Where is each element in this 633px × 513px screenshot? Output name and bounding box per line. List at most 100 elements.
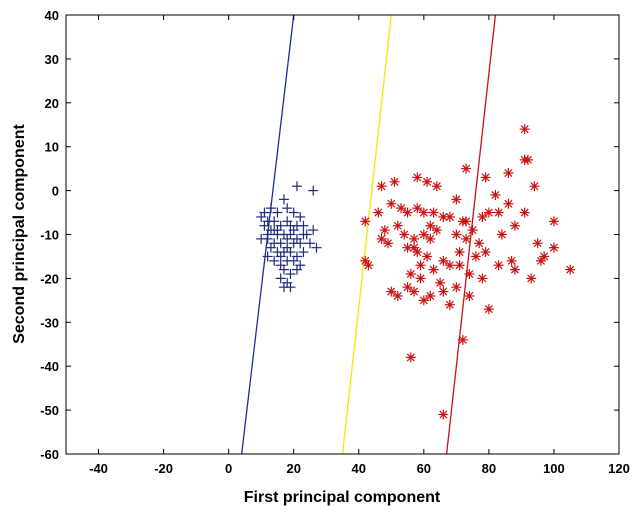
asterisk-point (418, 229, 429, 240)
y-tick-label: 10 (45, 140, 59, 155)
asterisk-point (405, 269, 416, 280)
y-tick-label: -10 (40, 228, 59, 243)
plus-point (308, 185, 319, 196)
y-axis-title: Second principal component (11, 124, 28, 344)
asterisk-point (444, 299, 455, 310)
asterisk-point (428, 207, 439, 218)
asterisk-point (451, 194, 462, 205)
plus-point (282, 233, 293, 244)
plus-point (259, 220, 270, 231)
asterisk-point (474, 238, 485, 249)
asterisk-point (412, 203, 423, 214)
asterisk-point (464, 290, 475, 301)
asterisk-point (438, 409, 449, 420)
asterisk-point (483, 304, 494, 315)
asterisk-point (405, 352, 416, 363)
plus-point (282, 242, 293, 253)
plus-point (275, 238, 286, 249)
asterisk-point (519, 154, 530, 165)
plus-point (262, 229, 273, 240)
asterisk-point (435, 277, 446, 288)
asterisk-point (438, 286, 449, 297)
y-tick-label: -60 (40, 447, 59, 462)
y-axis: 40 30 20 10 0 -10 -20 -30 -40 -50 -60 (40, 8, 619, 462)
asterisk-point (496, 229, 507, 240)
asterisk-point (431, 225, 442, 236)
plus-point (295, 238, 306, 249)
plus-point (269, 255, 280, 266)
asterisk-point (409, 242, 420, 253)
x-axis-title: First principal component (244, 489, 441, 506)
asterisk-point (477, 211, 488, 222)
plus-point (288, 207, 299, 218)
asterisk-point (363, 260, 374, 271)
asterisk-point (425, 233, 436, 244)
asterisk-point (457, 334, 468, 345)
plus-point (265, 203, 276, 214)
asterisk-point (529, 181, 540, 192)
asterisk-point (444, 211, 455, 222)
plus-point (291, 264, 302, 275)
asterisk-point (409, 233, 420, 244)
asterisk-point (431, 181, 442, 192)
asterisk-point (548, 216, 559, 227)
asterisk-point (454, 247, 465, 258)
x-tick-label: -40 (89, 461, 108, 476)
asterisk-point (409, 286, 420, 297)
x-tick-label: 60 (417, 461, 431, 476)
asterisk-point (493, 207, 504, 218)
asterisk-point (415, 273, 426, 284)
x-tick-label: 100 (543, 461, 565, 476)
asterisk-point (422, 251, 433, 262)
asterisk-point (461, 216, 472, 227)
asterisk-point (519, 124, 530, 135)
asterisk-point (386, 286, 397, 297)
x-axis: -40 -20 0 20 40 60 80 100 120 (89, 15, 630, 476)
plus-point (295, 211, 306, 222)
asterisk-point (519, 207, 530, 218)
y-tick-label: -50 (40, 403, 59, 418)
y-tick-label: -30 (40, 315, 59, 330)
asterisk-point (376, 181, 387, 192)
plus-point (304, 238, 315, 249)
asterisk-point (418, 207, 429, 218)
asterisk-point (360, 216, 371, 227)
boundary-line-3 (445, 15, 497, 454)
asterisk-point (490, 189, 501, 200)
asterisk-point (386, 198, 397, 209)
asterisk-point (389, 176, 400, 187)
asterisk-point (506, 255, 517, 266)
asterisk-point (383, 238, 394, 249)
asterisk-point (480, 172, 491, 183)
asterisk-point (396, 203, 407, 214)
x-tick-label: 120 (608, 461, 630, 476)
asterisk-point (526, 273, 537, 284)
asterisk-point (415, 260, 426, 271)
plus-point (282, 203, 293, 214)
asterisk-point (470, 251, 481, 262)
asterisk-point (532, 238, 543, 249)
plus-point (298, 220, 309, 231)
x-tick-label: 0 (225, 461, 232, 476)
asterisk-point (503, 168, 514, 179)
asterisk-point (483, 207, 494, 218)
y-tick-label: 20 (45, 96, 59, 111)
asterisk-point (425, 290, 436, 301)
plus-point (298, 247, 309, 258)
asterisk-point (392, 220, 403, 231)
plus-point (291, 181, 302, 192)
plus-point (256, 211, 267, 222)
asterisk-point (548, 242, 559, 253)
asterisk-point (503, 198, 514, 209)
asterisk-point (379, 225, 390, 236)
asterisk-point (509, 220, 520, 231)
asterisk-point (402, 207, 413, 218)
x-tick-label: 20 (286, 461, 300, 476)
plus-point (278, 264, 289, 275)
y-tick-label: 30 (45, 52, 59, 67)
plus-point (285, 269, 296, 280)
plus-point (269, 216, 280, 227)
asterisk-point (461, 233, 472, 244)
asterisk-point (444, 260, 455, 271)
asterisk-point (428, 264, 439, 275)
